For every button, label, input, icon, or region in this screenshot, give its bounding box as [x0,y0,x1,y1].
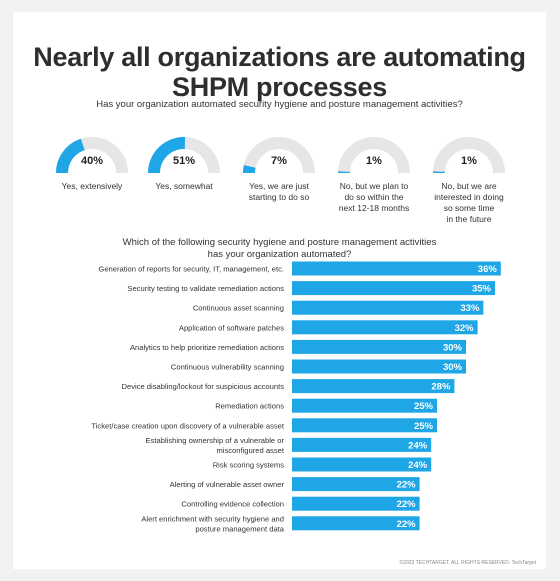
gauge-arc [56,137,128,174]
bar [292,477,420,492]
gauge-row: 40% Yes, extensively 51% Yes, somewhat 7% Yes… [13,129,546,239]
bar-value-label: 24% [408,460,428,471]
bar [292,496,420,511]
bar [292,437,432,452]
gauge-value: 1% [366,155,382,167]
bar [292,359,466,374]
page-title: Nearly all organizations are automating … [13,42,546,102]
gauge-label-line: starting to do so [248,192,310,202]
category-label: Application of software patches [179,323,284,332]
gauge-label-line: in the future [446,214,492,224]
gauge-arc [148,137,220,174]
category-label: Establishing ownership of a vulnerable o… [146,436,285,445]
gauge-value: 7% [271,155,287,167]
bar-value-label: 25% [414,401,434,412]
gauge-fill [242,165,256,174]
bar-chart-question: Which of the following security hygiene … [13,237,546,261]
gauge-value: 51% [172,155,196,167]
bar-value-label: 25% [414,421,434,432]
gauge-value: 40% [80,155,104,167]
gauge-label: Yes, extensively [44,181,140,192]
gauge-question: Has your organization automated security… [96,99,463,110]
footer-credit: ©2023 TECHTARGET. ALL RIGHTS RESERVED. T… [399,560,536,566]
bar [292,379,455,394]
gauge-label-line: so some time [443,203,495,213]
gauge-track [243,137,315,174]
gauge-label-line: Yes, extensively [61,181,123,191]
gauge-label-line: next 12-18 months [338,203,410,213]
gauge-arc [242,137,315,174]
bar [292,516,420,531]
category-label: Alerting of vulnerable asset owner [170,480,285,489]
bar-value-label: 22% [397,480,417,491]
gauge-fill [56,138,85,174]
gauge-1: 40% Yes, extensively [44,129,140,192]
gauge-label: Yes, somewhat [136,181,232,192]
category-label: Remediation actions [215,402,284,411]
title-line-1: Nearly all organizations are automating [33,42,526,72]
bar-value-label: 30% [443,342,463,353]
gauge-arc [338,137,410,174]
chart-title-line-1: Which of the following security hygiene … [122,237,437,248]
gauge-label-line: No, but we plan to [339,181,409,191]
bar-value-label: 32% [455,323,475,334]
category-label: misconfigured asset [216,446,284,455]
bar-value-label: 24% [408,440,428,451]
category-label: Generation of reports for security, IT, … [98,265,284,274]
bar [292,281,495,296]
category-label: posture management data [195,524,284,533]
bar-value-label: 30% [443,362,463,373]
category-label: Analytics to help prioritize remediation… [130,343,284,352]
title-line-2: SHPM processes [172,72,387,102]
gauge-4: 1% No, but we plan to do so within the next… [326,129,422,214]
gauge-label: No, but we are interested in doing so some… [421,181,517,225]
gauge-label: Yes, we are just starting to do so [231,181,327,203]
gauge-3: 7% Yes, we are just starting to do so [231,129,327,203]
gauge-label-line: do so within the [344,192,404,202]
bar [292,418,437,433]
bar [292,457,432,472]
chart-title-line-2: has your organization automated? [207,249,352,260]
bar-value-label: 33% [460,303,480,314]
gauge-2: 51% Yes, somewhat [136,129,232,192]
bar [292,398,437,413]
gauge-label: No, but we plan to do so within the next 1… [326,181,422,214]
category-label: Security testing to validate remediation… [127,284,284,293]
gauge-arc [433,137,505,174]
gauge-label-line: Yes, we are just [249,181,309,191]
category-label: Continuous asset scanning [193,304,284,313]
bar-value-label: 22% [397,519,417,530]
gauge-value: 1% [461,155,477,167]
gauge-5: 1% No, but we are interested in doing so so… [421,129,517,225]
gauge-track [433,137,505,174]
gauge-track [338,137,410,174]
bar-value-label: 22% [397,499,417,510]
bar-value-label: 35% [472,284,492,295]
gauge-label-line: Yes, somewhat [155,181,213,191]
bar [292,300,484,315]
category-label: Controlling evidence collection [181,500,284,509]
category-label: Continuous vulnerability scanning [171,363,284,372]
bar [292,339,466,354]
gauge-label-line: No, but we are [441,181,497,191]
category-label: Risk scoring systems [213,461,285,470]
bar-chart: 36% Generation of reports for security, I… [91,261,501,533]
category-label: Ticket/case creation upon discovery of a… [91,421,285,430]
bar [292,320,478,335]
bar-value-label: 28% [431,382,451,393]
category-label: Alert enrichment with security hygiene a… [141,514,284,523]
bar-value-label: 36% [478,264,498,275]
category-label: Device disabling/lockout for suspicious … [121,382,284,391]
bar [292,261,501,276]
infographic-card: Nearly all organizations are automating … [13,12,546,569]
gauge-fill [148,137,186,174]
gauge-label-line: interested in doing [434,192,504,202]
